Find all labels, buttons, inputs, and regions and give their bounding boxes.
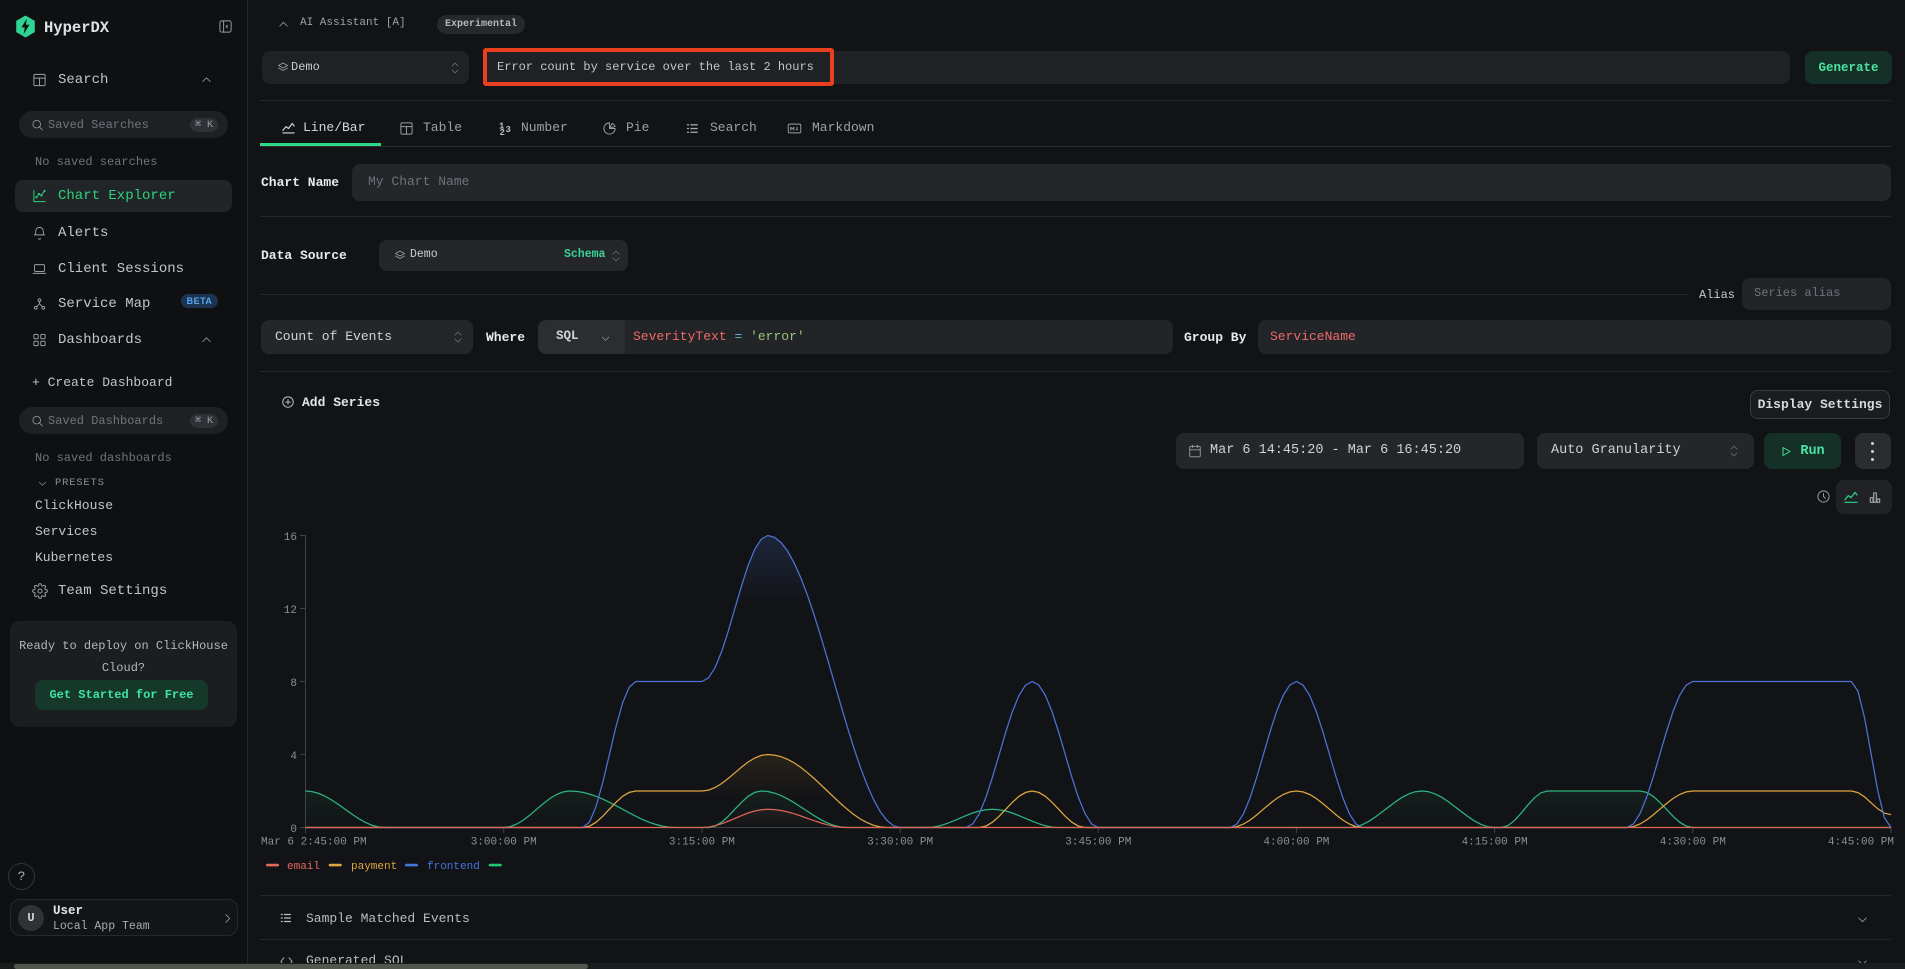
svg-text:2: 2: [500, 128, 505, 136]
svg-text:3: 3: [506, 125, 511, 135]
svg-text:1: 1: [499, 122, 505, 132]
